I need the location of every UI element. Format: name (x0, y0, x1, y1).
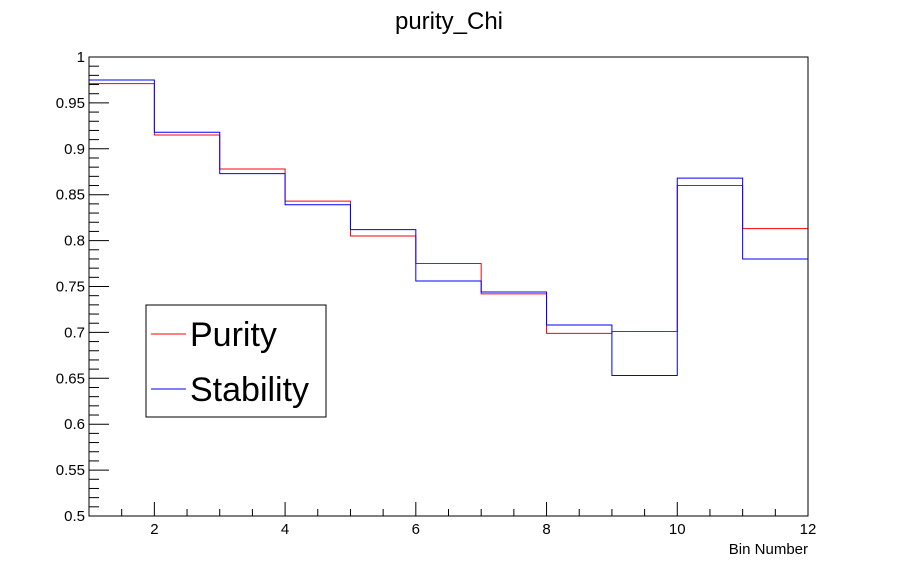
x-axis-label: Bin Number (729, 541, 808, 558)
series-line-1 (89, 79, 808, 377)
y-tick-label: 0.95 (56, 95, 85, 112)
y-tick-label: 0.9 (64, 141, 85, 158)
axes: 2 4 6 8 10 12 0.5 0.55 0.6 0.65 0.7 0.75 0.8 0.85 0.9 0… (56, 49, 817, 538)
y-tick-label: 0.5 (64, 508, 85, 525)
series-line-0 (89, 83, 808, 334)
y-tick-label: 0.55 (56, 462, 85, 479)
y-tick-label: 0.8 (64, 233, 85, 250)
y-tick-label: 0.75 (56, 279, 85, 296)
x-tick-label: 10 (669, 521, 686, 538)
x-tick-label: 2 (150, 521, 158, 538)
chart-title: purity_Chi (395, 8, 503, 35)
legend-box (145, 304, 327, 418)
plot-frame (88, 56, 809, 517)
y-tick-label: 0.7 (64, 324, 85, 341)
y-tick-label: 0.65 (56, 370, 85, 387)
plot-area (89, 79, 808, 377)
x-tick-label: 8 (542, 521, 550, 538)
x-tick-label: 12 (800, 521, 817, 538)
legend-label-1: Stability (190, 371, 309, 409)
legend: Purity Stability (145, 304, 327, 418)
y-tick-label: 0.6 (64, 416, 85, 433)
legend-label-0: Purity (190, 316, 277, 354)
y-tick-label: 1 (77, 49, 85, 66)
x-tick-label: 6 (412, 521, 420, 538)
y-tick-label: 0.85 (56, 187, 85, 204)
x-tick-label: 4 (281, 521, 289, 538)
